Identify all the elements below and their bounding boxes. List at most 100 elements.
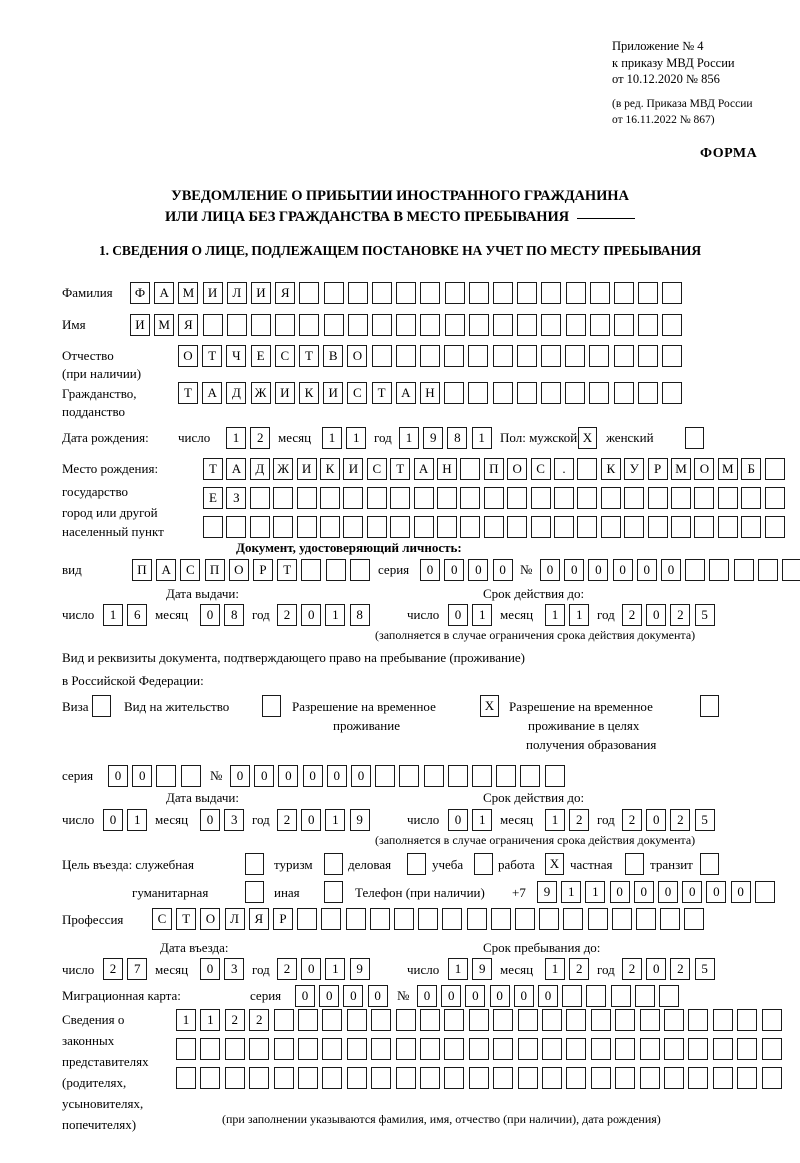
permit-number-box-11[interactable] — [472, 765, 492, 787]
legal-rep-l1-box-14[interactable] — [493, 1009, 514, 1031]
legal-rep-l3-box-1[interactable] — [176, 1067, 196, 1089]
name-box-20[interactable] — [589, 314, 610, 336]
birthplace-l1-box-5[interactable]: И — [296, 458, 317, 480]
legal-rep-l2-box-15[interactable] — [517, 1038, 538, 1060]
mig-series-box-4[interactable]: 0 — [367, 985, 388, 1007]
phone-box-8[interactable]: 0 — [706, 881, 727, 903]
doc-number-box-10[interactable] — [757, 559, 778, 581]
doc-type-box-8[interactable] — [301, 559, 322, 581]
permit-issue-year-box-3[interactable]: 1 — [325, 809, 346, 831]
profession-box-2[interactable]: Т — [176, 908, 197, 930]
surname-box-23[interactable] — [662, 282, 683, 304]
legal-rep-l2-box-18[interactable] — [590, 1038, 611, 1060]
doc-issue-year-box-4[interactable]: 8 — [349, 604, 370, 626]
citizenship-box-8[interactable]: С — [347, 382, 368, 404]
legal-rep-l2-box-21[interactable] — [664, 1038, 684, 1060]
birthplace-l2-box-20[interactable] — [647, 487, 668, 509]
citizenship-box-2[interactable]: А — [202, 382, 223, 404]
name-box-11[interactable] — [372, 314, 392, 336]
name-box-19[interactable] — [565, 314, 586, 336]
citizenship-box-9[interactable]: Т — [371, 382, 392, 404]
legal-rep-l2-box-6[interactable] — [298, 1038, 318, 1060]
surname-box-10[interactable] — [347, 282, 368, 304]
permit-number-box-3[interactable]: 0 — [278, 765, 299, 787]
legal-rep-l2-box-19[interactable] — [615, 1038, 636, 1060]
birthplace-l1-box-16[interactable]: . — [554, 458, 574, 480]
doc-type-box-6[interactable]: Р — [253, 559, 273, 581]
stay-year-box-2[interactable]: 0 — [646, 958, 667, 980]
permit-series-box-2[interactable]: 0 — [132, 765, 153, 787]
legal-rep-l3-box-17[interactable] — [566, 1067, 587, 1089]
birthplace-l1-box-2[interactable]: А — [226, 458, 247, 480]
name-box-6[interactable] — [251, 314, 271, 336]
profession-box-14[interactable] — [466, 908, 487, 930]
visa-checkbox[interactable] — [92, 695, 111, 717]
doc-type-box-5[interactable]: О — [228, 559, 249, 581]
citizenship-box-10[interactable]: А — [395, 382, 416, 404]
profession-box-3[interactable]: О — [200, 908, 221, 930]
legal-rep-l3-box-23[interactable] — [712, 1067, 733, 1089]
name-box-18[interactable] — [541, 314, 562, 336]
phone-box-7[interactable]: 0 — [682, 881, 703, 903]
profession-box-18[interactable] — [563, 908, 584, 930]
profession-box-23[interactable] — [684, 908, 705, 930]
name-box-22[interactable] — [638, 314, 659, 336]
patronymic-box-18[interactable] — [589, 345, 610, 367]
doc-issue-day-box-1[interactable]: 1 — [103, 604, 123, 626]
doc-type-box-3[interactable]: С — [180, 559, 201, 581]
birthplace-l3-box-8[interactable] — [366, 516, 387, 538]
birthplace-l2-box-13[interactable] — [483, 487, 504, 509]
legal-rep-l3-box-19[interactable] — [615, 1067, 636, 1089]
name-box-9[interactable] — [323, 314, 344, 336]
birth-month-box-1[interactable]: 1 — [322, 427, 342, 449]
birthplace-l3-box-18[interactable] — [600, 516, 621, 538]
name-box-16[interactable] — [493, 314, 513, 336]
birthplace-l2-box-17[interactable] — [577, 487, 598, 509]
legal-rep-l2-box-1[interactable] — [176, 1038, 196, 1060]
name-box-4[interactable] — [202, 314, 223, 336]
stay-day-box-1[interactable]: 1 — [448, 958, 468, 980]
legal-rep-l1-box-1[interactable]: 1 — [176, 1009, 196, 1031]
legal-rep-l1-box-15[interactable] — [517, 1009, 538, 1031]
permit-number-box-8[interactable] — [399, 765, 420, 787]
birthplace-l1-box-3[interactable]: Д — [249, 458, 270, 480]
profession-box-1[interactable]: С — [152, 908, 172, 930]
birthplace-l3-box-6[interactable] — [320, 516, 340, 538]
purpose-other-checkbox[interactable] — [324, 881, 343, 903]
birthplace-l1-box-13[interactable]: П — [483, 458, 504, 480]
residence-permit-checkbox[interactable] — [262, 695, 281, 717]
surname-box-22[interactable] — [638, 282, 659, 304]
permit-valid-year-box-1[interactable]: 2 — [622, 809, 642, 831]
birthplace-l1-box-14[interactable]: О — [507, 458, 528, 480]
legal-rep-l2-box-17[interactable] — [566, 1038, 587, 1060]
legal-rep-l3-box-21[interactable] — [664, 1067, 684, 1089]
legal-rep-l3-box-16[interactable] — [542, 1067, 562, 1089]
legal-rep-l2-box-3[interactable] — [224, 1038, 245, 1060]
legal-rep-l3-box-10[interactable] — [395, 1067, 416, 1089]
legal-rep-l1-box-12[interactable] — [444, 1009, 465, 1031]
citizenship-box-11[interactable]: Н — [420, 382, 440, 404]
doc-number-box-4[interactable]: 0 — [612, 559, 633, 581]
birthplace-l2-box-8[interactable] — [366, 487, 387, 509]
patronymic-box-7[interactable]: В — [323, 345, 344, 367]
phone-box-1[interactable]: 9 — [537, 881, 557, 903]
legal-rep-l3-box-15[interactable] — [517, 1067, 538, 1089]
birth-year-box-3[interactable]: 8 — [447, 427, 468, 449]
patronymic-box-16[interactable] — [541, 345, 561, 367]
legal-rep-l2-box-13[interactable] — [468, 1038, 489, 1060]
citizenship-box-13[interactable] — [468, 382, 489, 404]
birthplace-l1-box-9[interactable]: Т — [390, 458, 411, 480]
birthplace-l2-box-2[interactable]: З — [226, 487, 247, 509]
permit-number-box-1[interactable]: 0 — [230, 765, 250, 787]
purpose-work-checkbox[interactable]: X — [545, 853, 564, 875]
legal-rep-l1-box-16[interactable] — [542, 1009, 562, 1031]
name-box-12[interactable] — [396, 314, 417, 336]
birthplace-l1-box-10[interactable]: А — [413, 458, 434, 480]
title-blank-line[interactable] — [577, 218, 635, 219]
birthplace-l1-box-4[interactable]: Ж — [273, 458, 294, 480]
surname-box-5[interactable]: Л — [226, 282, 247, 304]
permit-number-box-9[interactable] — [423, 765, 444, 787]
birthplace-l3-box-15[interactable] — [530, 516, 551, 538]
doc-number-box-7[interactable] — [685, 559, 706, 581]
doc-number-box-5[interactable]: 0 — [636, 559, 657, 581]
